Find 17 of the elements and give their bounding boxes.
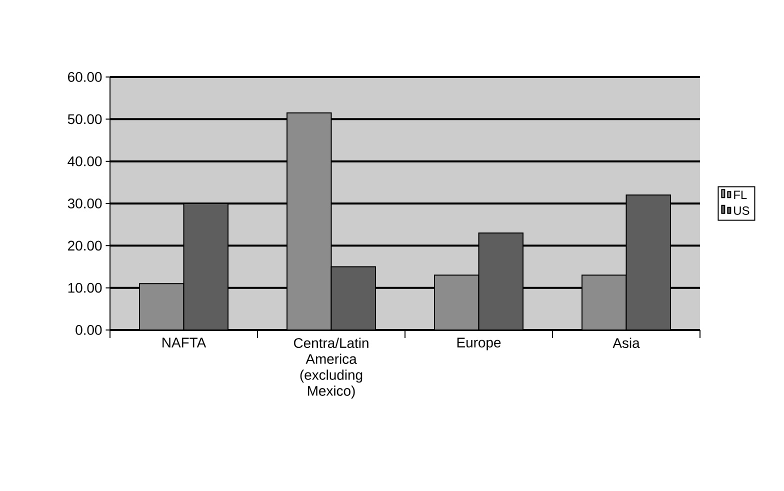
y-tick-label: 40.00 — [68, 156, 102, 166]
legend-label: FL — [734, 190, 747, 199]
legend-label: US — [734, 206, 750, 215]
x-tick-label: Europe — [457, 338, 501, 350]
bar — [478, 232, 524, 330]
y-tick-label: 60.00 — [68, 72, 102, 82]
y-tick-label: 30.00 — [68, 198, 102, 208]
y-tick-label: 0.00 — [76, 325, 102, 335]
x-tick-label: Centra/Latin America (excluding Mexico) — [294, 338, 368, 399]
x-tick-label: NAFTA — [162, 338, 206, 348]
bar — [330, 266, 376, 330]
y-tick-label: 10.00 — [68, 282, 102, 293]
bar — [183, 202, 229, 330]
y-tick-label: 50.00 — [68, 114, 102, 124]
x-tick-label: Asia — [612, 338, 640, 348]
bar — [626, 194, 672, 330]
y-tick-label: 20.00 — [68, 240, 102, 251]
